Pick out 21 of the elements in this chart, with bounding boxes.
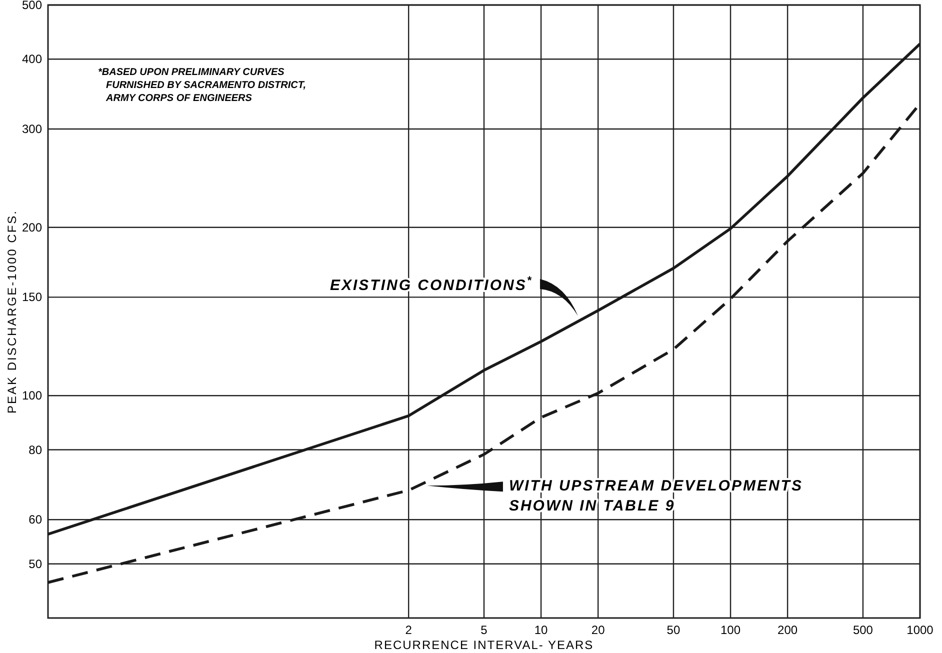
y-tick-label: 100	[22, 388, 42, 403]
y-tick-label: 60	[28, 512, 42, 527]
x-tick-label: 50	[666, 623, 680, 637]
x-tick-label: 20	[591, 623, 606, 637]
y-tick-label: 80	[28, 442, 42, 457]
x-tick-label: 200	[778, 623, 798, 637]
x-tick-label: 1000	[906, 623, 934, 637]
y-tick-label: 50	[28, 556, 42, 571]
y-axis-title: PEAK DISCHARGE-1000 CFS.	[5, 209, 19, 414]
x-tick-label: 5	[480, 623, 488, 637]
annotation: *BASED UPON PRELIMINARY CURVES FURNISHED BY SACRAMENTO DISTRICT, ARMY CORPS OF ENGINEERS	[98, 67, 306, 104]
x-axis-title: RECURRENCE INTERVAL- YEARS	[374, 638, 594, 652]
x-tick-label: 100	[720, 623, 741, 637]
x-tick-label: 10	[534, 623, 548, 637]
y-tick-label: 150	[22, 290, 42, 304]
y-tick-label: 200	[22, 220, 42, 234]
y-tick-label: 300	[22, 122, 42, 136]
y-tick-label: 400	[22, 52, 42, 66]
x-tick-label: 2	[405, 623, 412, 637]
x-tick-label: 500	[852, 623, 874, 637]
y-tick-label: 500	[22, 0, 42, 12]
